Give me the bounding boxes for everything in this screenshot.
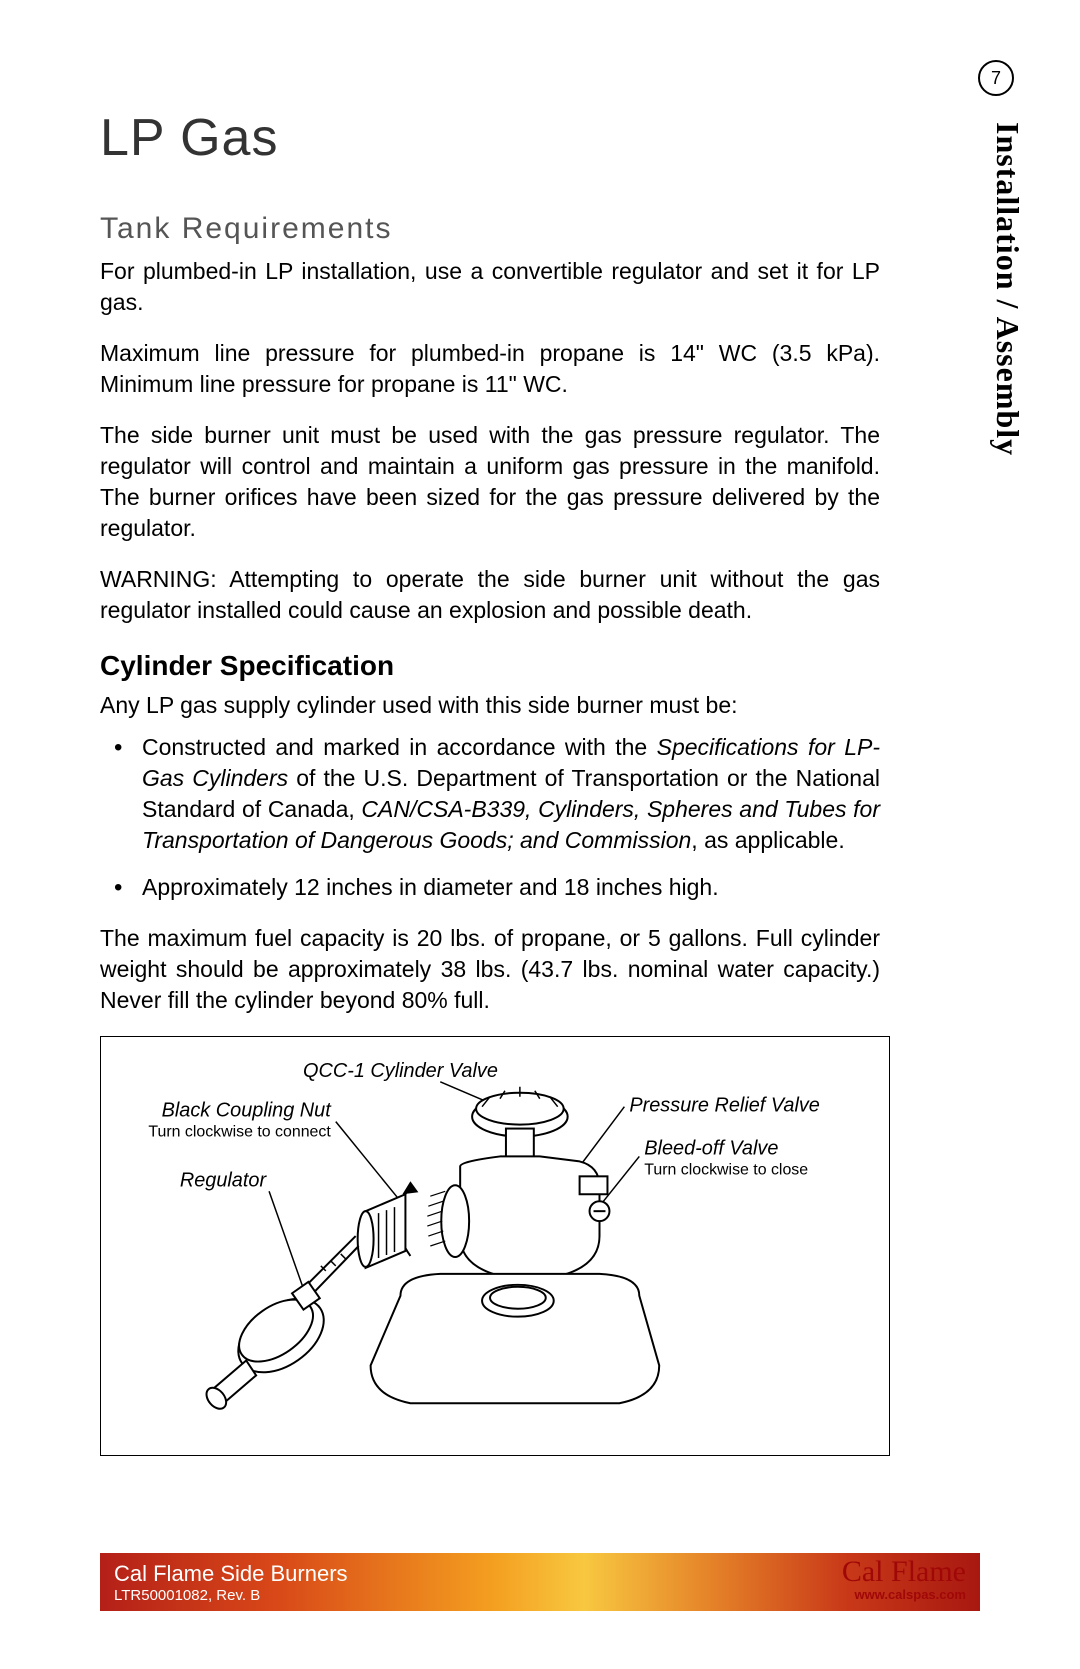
diagram-label-coupling-sub: Turn clockwise to connect	[148, 1123, 331, 1140]
page-number: 7	[978, 60, 1014, 96]
page-footer: Cal Flame Side Burners LTR50001082, Rev.…	[100, 1553, 980, 1611]
footer-title: Cal Flame Side Burners	[114, 1561, 348, 1587]
footer-text: Cal Flame Side Burners LTR50001082, Rev.…	[114, 1561, 348, 1604]
page-title: LP Gas	[100, 108, 880, 168]
tank-req-p2: Maximum line pressure for plumbed-in pro…	[100, 338, 880, 400]
diagram-label-regulator: Regulator	[180, 1169, 268, 1191]
tank-requirements-heading: Tank Requirements	[100, 212, 880, 246]
tank-req-p3: The side burner unit must be used with t…	[100, 420, 880, 544]
cylinder-spec-intro: Any LP gas supply cylinder used with thi…	[100, 690, 880, 721]
diagram-label-bleed-off: Bleed-off Valve	[644, 1137, 778, 1159]
main-content: LP Gas Tank Requirements For plumbed-in …	[100, 108, 880, 1456]
valve-diagram-svg: QCC-1 Cylinder Valve Black Coupling Nut …	[101, 1037, 889, 1455]
bullet1-text-e: , as applicable.	[691, 827, 844, 853]
cylinder-spec-heading: Cylinder Specification	[100, 650, 880, 682]
cylinder-spec-capacity: The maximum fuel capacity is 20 lbs. of …	[100, 923, 880, 1016]
diagram-label-bleed-sub: Turn clockwise to close	[644, 1161, 808, 1178]
diagram-label-pressure-relief: Pressure Relief Valve	[629, 1095, 820, 1117]
footer-doc-number: LTR50001082, Rev. B	[114, 1587, 348, 1604]
valve-diagram: QCC-1 Cylinder Valve Black Coupling Nut …	[100, 1036, 890, 1456]
diagram-label-qcc: QCC-1 Cylinder Valve	[303, 1060, 498, 1082]
list-item: Approximately 12 inches in diameter and …	[100, 872, 880, 903]
cylinder-spec-list: Constructed and marked in accordance wit…	[100, 732, 880, 903]
tank-req-warning: WARNING: Attempting to operate the side …	[100, 564, 880, 626]
diagram-label-coupling: Black Coupling Nut	[162, 1100, 333, 1122]
brand-logo-text: Cal Flame	[842, 1557, 966, 1587]
side-section-title: Installation / Assembly	[989, 122, 1026, 456]
bullet1-text-a: Constructed and marked in accordance wit…	[142, 734, 657, 760]
list-item: Constructed and marked in accordance wit…	[100, 732, 880, 856]
page-number-value: 7	[991, 68, 1001, 89]
footer-logo: Cal Flame www.calspas.com	[842, 1557, 966, 1602]
tank-req-p1: For plumbed-in LP installation, use a co…	[100, 256, 880, 318]
brand-url: www.calspas.com	[842, 1587, 966, 1602]
